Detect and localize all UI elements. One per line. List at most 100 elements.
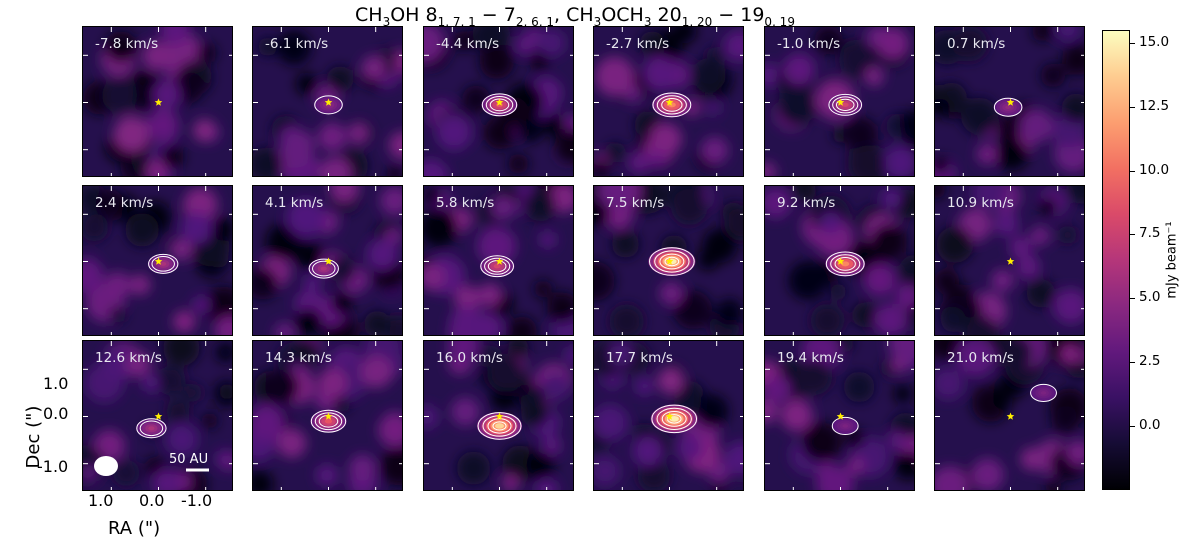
contour [664, 256, 680, 267]
velocity-label: 19.4 km/s [777, 350, 844, 366]
noise-blob [192, 296, 210, 314]
channel-panel: 10.9 km/s [934, 185, 1085, 336]
noise-blob [1016, 254, 1041, 279]
colorbar-tick [1130, 106, 1135, 108]
noise-blob [594, 56, 635, 97]
contour [834, 256, 856, 271]
contour [487, 418, 512, 434]
noise-blob [1019, 108, 1054, 143]
y-tick-label: -1.0 [37, 457, 69, 476]
velocity-label: -7.8 km/s [95, 36, 159, 52]
velocity-label: 17.7 km/s [606, 350, 673, 366]
emission-source [828, 93, 863, 116]
noise-blob [846, 456, 866, 476]
star-marker [154, 412, 163, 420]
noise-blob [317, 368, 348, 398]
emission-source [993, 97, 1023, 117]
noise-blob [520, 399, 550, 428]
noise-blobs [935, 341, 1084, 490]
noise-blob [962, 315, 1000, 335]
noise-blob [424, 208, 459, 248]
noise-blob [196, 43, 217, 63]
noise-blobs [253, 186, 402, 335]
noise-blob [537, 29, 566, 57]
noise-blobs [424, 186, 573, 335]
noise-blob [385, 227, 402, 245]
contour [825, 251, 865, 277]
noise-blobs [594, 186, 743, 335]
velocity-label: 12.6 km/s [95, 350, 162, 366]
noise-blob [659, 281, 683, 306]
noise-blob [1061, 93, 1084, 123]
x-tick-label: -1.0 [181, 491, 213, 510]
noise-blob [125, 212, 160, 247]
emission-fill [493, 264, 501, 269]
noise-blobs [935, 27, 1084, 176]
contour [832, 96, 859, 114]
noise-blob [672, 27, 697, 44]
channel-panel: 9.2 km/s [764, 185, 915, 336]
noise-blob [1058, 225, 1077, 245]
contour [649, 247, 695, 276]
noise-blob [487, 355, 525, 393]
channel-map-image [594, 186, 743, 335]
noise-blob [424, 263, 446, 291]
noise-blob [594, 261, 615, 301]
noise-blob [1026, 278, 1056, 308]
noise-blob [895, 283, 914, 309]
channel-panel: -6.1 km/s [252, 26, 403, 177]
noise-blob [102, 77, 138, 114]
channel-panel: 5.8 km/s [423, 185, 574, 336]
velocity-label: 14.3 km/s [265, 350, 332, 366]
channel-map-image [594, 341, 743, 490]
noise-blob [893, 384, 913, 404]
contour [308, 258, 339, 279]
star-marker [836, 257, 845, 265]
colorbar [1102, 30, 1130, 490]
channel-map-image [765, 341, 914, 490]
noise-blob [642, 55, 678, 91]
noise-blob [525, 27, 542, 44]
noise-blob [649, 122, 682, 155]
emission-source [136, 418, 167, 439]
noise-blob [211, 217, 232, 241]
noise-blob [542, 114, 566, 137]
noise-blob [303, 273, 322, 291]
noise-blob [534, 280, 552, 298]
channel-map-image [765, 27, 914, 176]
star-marker [324, 98, 333, 106]
noise-blob [839, 41, 876, 79]
noise-blob [888, 341, 914, 361]
contour [136, 418, 167, 439]
noise-blob [286, 198, 326, 237]
velocity-label: 21.0 km/s [947, 350, 1014, 366]
emission-source [308, 258, 340, 279]
emission-source [1029, 383, 1058, 402]
contour [139, 420, 164, 437]
contour [312, 260, 336, 277]
noise-blob [960, 97, 999, 135]
star-marker [495, 98, 504, 106]
figure-title: CH3OH 81, 7, 1 − 72, 6, 1, CH3OCH3 201, … [355, 4, 795, 29]
noise-blob [765, 187, 792, 219]
noise-blob [129, 274, 151, 296]
noise-blob [554, 128, 573, 164]
contour [828, 93, 863, 116]
star-marker [324, 412, 333, 420]
noise-blobs [83, 27, 221, 176]
noise-blob [765, 397, 778, 424]
colorbar-tick [1130, 42, 1135, 44]
noise-blob [450, 397, 480, 427]
channel-panel: -2.7 km/s [593, 26, 744, 177]
star-marker [665, 257, 674, 265]
noise-blob [801, 422, 842, 463]
noise-blob [477, 226, 517, 266]
noise-blob [852, 302, 878, 328]
star-marker [154, 257, 163, 265]
noise-blob [765, 375, 791, 403]
noise-blob [628, 152, 650, 174]
noise-blob [637, 459, 671, 490]
noise-blob [326, 65, 354, 93]
noise-blob [1066, 186, 1084, 205]
noise-blobs [424, 27, 573, 176]
